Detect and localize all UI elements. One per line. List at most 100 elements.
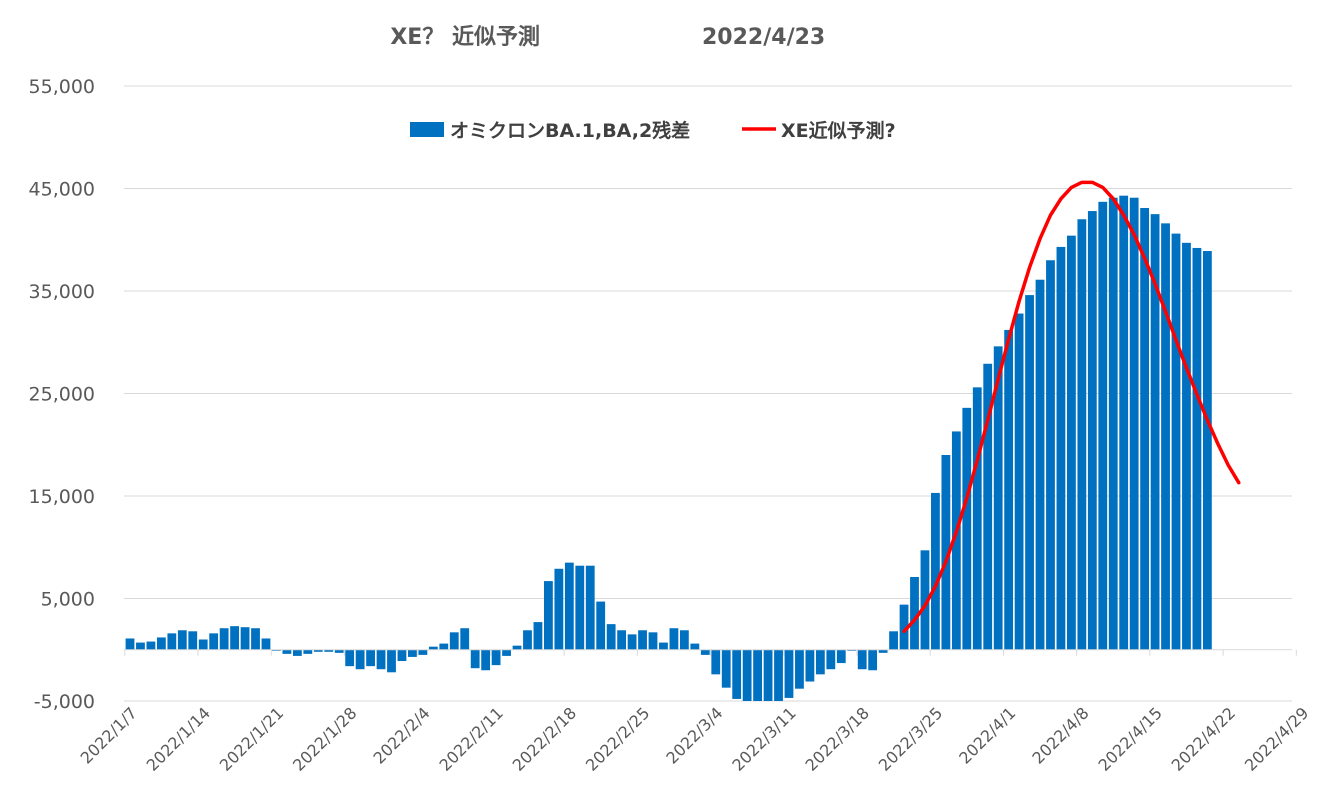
x-axis-tick-labels: 2022/1/7 2022/1/14 2022/1/21 2022/1/28 2022/… bbox=[77, 703, 1313, 774]
x-tick-label: 2022/3/18 bbox=[802, 703, 873, 774]
bar bbox=[136, 642, 145, 650]
bar bbox=[638, 630, 647, 650]
bar bbox=[659, 642, 668, 650]
bar bbox=[272, 649, 281, 651]
bar bbox=[1150, 214, 1160, 650]
bar bbox=[533, 622, 543, 650]
bar bbox=[387, 649, 396, 673]
bar bbox=[502, 649, 511, 656]
bar bbox=[836, 649, 846, 664]
bar bbox=[617, 630, 627, 650]
bar bbox=[575, 565, 585, 650]
bar bbox=[1056, 246, 1066, 650]
bar bbox=[125, 638, 135, 650]
legend-bar-swatch bbox=[410, 122, 444, 137]
bar bbox=[648, 632, 658, 650]
legend-bar-label: オミクロンBA.1,BA,2残差 bbox=[450, 119, 690, 142]
bar bbox=[1087, 211, 1097, 650]
bar bbox=[1171, 233, 1181, 650]
bar bbox=[408, 649, 417, 657]
y-tick-label: 45,000 bbox=[29, 179, 95, 201]
bar bbox=[481, 649, 491, 671]
x-tick-label: 2022/4/1 bbox=[955, 703, 1019, 767]
bar bbox=[899, 604, 909, 650]
x-axis bbox=[124, 649, 1297, 656]
bar bbox=[219, 628, 229, 650]
bar bbox=[418, 649, 428, 655]
chart-title: XE？ 近似予測 bbox=[390, 24, 540, 50]
forecast-line bbox=[902, 180, 1241, 634]
x-tick-label: 2022/2/11 bbox=[435, 703, 506, 774]
bar bbox=[230, 626, 239, 650]
bar bbox=[700, 649, 710, 655]
bar bbox=[544, 581, 553, 650]
line-series bbox=[902, 180, 1241, 634]
bar bbox=[282, 649, 292, 654]
bar bbox=[376, 649, 386, 670]
bar bbox=[993, 346, 1003, 650]
bar bbox=[857, 649, 867, 670]
bar bbox=[627, 634, 637, 650]
bar bbox=[920, 550, 930, 650]
bar bbox=[753, 649, 762, 701]
bar bbox=[711, 649, 721, 675]
bar bbox=[1129, 197, 1139, 650]
y-tick-label: 35,000 bbox=[29, 281, 95, 303]
bar bbox=[167, 633, 177, 650]
bar bbox=[428, 646, 438, 650]
bar bbox=[1140, 207, 1150, 650]
bar bbox=[1161, 223, 1170, 650]
bar bbox=[156, 637, 166, 650]
bar bbox=[868, 649, 878, 671]
x-tick-label: 2022/4/29 bbox=[1241, 703, 1312, 774]
x-tick-label: 2022/2/4 bbox=[369, 703, 433, 767]
bar bbox=[334, 649, 344, 653]
bar bbox=[1035, 279, 1045, 650]
x-tick-label: 2022/2/18 bbox=[509, 703, 580, 774]
bar bbox=[983, 363, 993, 650]
bar-series bbox=[125, 195, 1212, 701]
x-tick-label: 2022/3/4 bbox=[662, 703, 726, 767]
legend: オミクロンBA.1,BA,2残差 XE近似予測? bbox=[410, 119, 896, 142]
bar bbox=[941, 455, 951, 650]
chart-title-date: 2022/4/23 bbox=[702, 25, 825, 50]
bar bbox=[910, 576, 919, 650]
bar bbox=[251, 628, 260, 650]
bar bbox=[732, 649, 742, 699]
bar bbox=[815, 649, 825, 675]
x-tick-label: 2022/1/14 bbox=[143, 703, 214, 774]
bar bbox=[303, 649, 313, 654]
bar bbox=[1192, 247, 1202, 650]
x-tick-label: 2022/4/15 bbox=[1094, 703, 1165, 774]
bar bbox=[1025, 295, 1034, 650]
x-tick-label: 2022/3/25 bbox=[875, 703, 946, 774]
gridlines bbox=[124, 85, 1292, 702]
bar bbox=[177, 630, 187, 650]
bar bbox=[470, 649, 480, 669]
bar bbox=[313, 649, 323, 652]
bar bbox=[1098, 201, 1108, 650]
bar bbox=[742, 649, 752, 701]
bar bbox=[324, 649, 334, 652]
bar bbox=[292, 649, 302, 656]
bar bbox=[439, 643, 449, 650]
x-tick-label: 2022/1/7 bbox=[77, 703, 141, 767]
bar bbox=[1182, 242, 1191, 650]
bar bbox=[931, 492, 940, 650]
bar bbox=[523, 630, 532, 650]
bar bbox=[669, 628, 679, 650]
bar bbox=[146, 641, 156, 650]
bar bbox=[795, 649, 804, 689]
bar bbox=[240, 627, 250, 650]
y-tick-label: -5,000 bbox=[34, 691, 95, 713]
bar bbox=[1077, 219, 1087, 650]
bar bbox=[564, 562, 574, 650]
bar bbox=[261, 638, 271, 650]
bar bbox=[1046, 260, 1055, 650]
bar bbox=[951, 431, 961, 650]
bar bbox=[962, 407, 972, 650]
y-tick-label: 15,000 bbox=[29, 486, 95, 508]
x-tick-label: 2022/4/8 bbox=[1028, 703, 1092, 767]
bar bbox=[554, 568, 564, 650]
